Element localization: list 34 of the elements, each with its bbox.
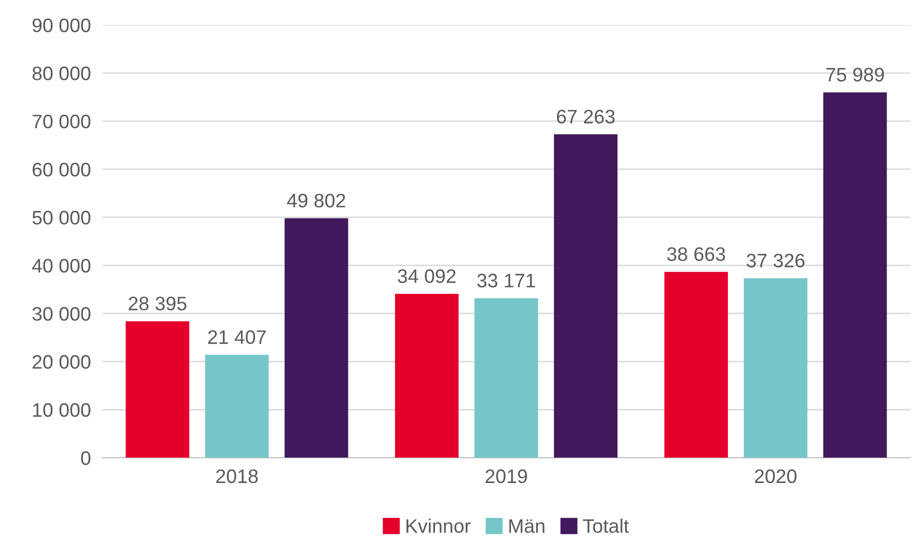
bar [664, 272, 728, 458]
y-tick-label: 80 000 [32, 66, 90, 80]
data-label: 37 326 [746, 254, 804, 268]
x-tick-label: 2019 [486, 469, 527, 484]
y-tick-label: 60 000 [32, 162, 90, 176]
bar [395, 294, 459, 458]
bar [744, 278, 808, 458]
data-label: 34 092 [398, 269, 456, 284]
y-tick-label: 10 000 [33, 403, 90, 417]
y-tick-label: 0 [81, 451, 90, 465]
data-label: 75 989 [826, 68, 884, 82]
data-label: 67 263 [556, 110, 615, 124]
data-label: 21 407 [208, 330, 266, 344]
data-label: 33 171 [477, 274, 536, 288]
data-label: 49 802 [287, 194, 346, 208]
bar [554, 134, 618, 458]
bar [205, 354, 269, 458]
y-tick-label: 90 000 [32, 18, 90, 32]
y-tick-label: 30 000 [32, 306, 90, 321]
data-label: 28 395 [128, 296, 186, 310]
y-tick-label: 20 000 [32, 355, 90, 369]
y-tick-label: 70 000 [32, 114, 90, 128]
y-tick-label: 40 000 [32, 258, 90, 273]
bar [823, 92, 887, 458]
legend-label: Totalt [582, 518, 629, 533]
bar [126, 321, 190, 458]
data-label: 38 663 [667, 247, 726, 262]
legend-label: Män [509, 519, 544, 533]
x-tick-label: 2018 [216, 469, 258, 484]
x-tick-label: 2020 [754, 469, 796, 484]
bar [474, 298, 538, 458]
legend-label: Kvinnor [406, 518, 471, 533]
y-tick-label: 50 000 [32, 210, 90, 225]
bar [284, 218, 348, 458]
